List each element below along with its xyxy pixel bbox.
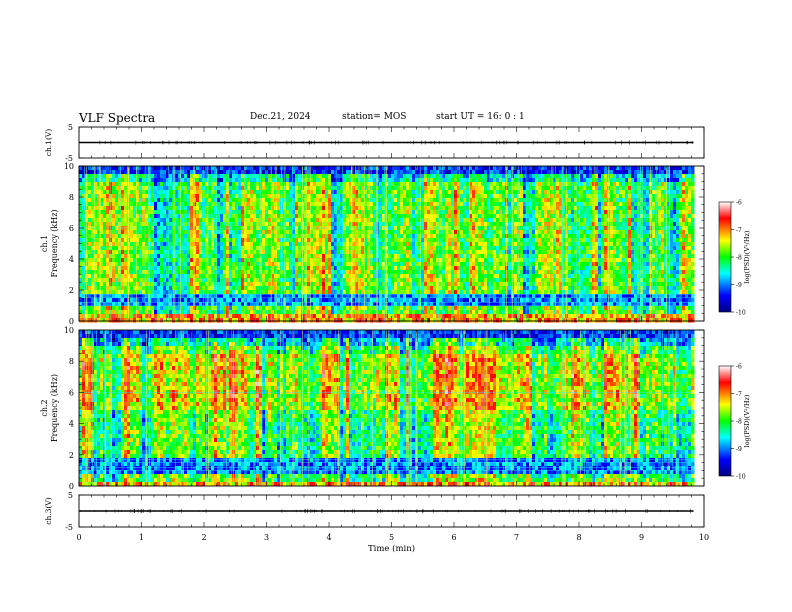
y-tick-label: 0 (69, 482, 74, 491)
x-tick-label: 5 (389, 533, 394, 542)
colorbar-gradient (718, 365, 732, 477)
waveform-ch1-waveform (79, 140, 694, 145)
colorbar-tick-label: -8 (736, 255, 742, 262)
axes-ch3-waveform: 5 -5 ch.3(V) 0 1 2 3 4 5 6 7 8 9 10 Time (min) (44, 491, 709, 554)
x-tick-label: 8 (576, 533, 581, 542)
colorbar-tick-label: -10 (736, 310, 746, 317)
x-tick-label: 10 (699, 533, 709, 542)
y-tick-label: 4 (69, 420, 74, 429)
spectrogram-ch2-spectrogram (79, 330, 695, 487)
axes-ch1-waveform: 5 -5 ch.1(V) (44, 123, 705, 163)
y-tick-label: 2 (69, 451, 74, 460)
y-axis-label: ch.3(V) (44, 497, 53, 525)
colorbar-ch1-spectrogram: -6 -7 -8 -9 -10 log(PSD)(V²/Hz) (718, 200, 751, 317)
colorbar-tick-label: -9 (736, 282, 742, 289)
station-label: station= MOS (342, 112, 407, 122)
y-tick-label: 5 (68, 491, 73, 500)
date-label: Dec.21, 2024 (250, 112, 311, 122)
y-tick-label: 8 (69, 193, 74, 202)
y-tick-label: 2 (69, 286, 74, 295)
y-tick-label: 6 (69, 224, 74, 233)
y-tick-label: 0 (69, 317, 74, 326)
axes-ch2-spectrogram: 0 2 4 6 8 10 ch.2 Frequency (kHz) (40, 326, 705, 491)
start-time-label: start UT = 16: 0 : 1 (436, 112, 525, 122)
colorbar-label: log(PSD)(V²/Hz) (743, 230, 751, 283)
colorbar-tick-label: -9 (736, 446, 742, 453)
colorbar-tick-label: -10 (736, 474, 746, 481)
colorbar-tick-label: -6 (736, 364, 742, 371)
y-axis-channel-label: ch.1 (40, 235, 49, 252)
y-tick-label: 6 (69, 388, 74, 397)
y-axis-label: Frequency (kHz) (50, 209, 59, 277)
colorbar-tick-label: -6 (736, 200, 742, 207)
colorbar-tick-label: -7 (736, 391, 742, 398)
colorbar-tick-label: -7 (736, 227, 742, 234)
waveform-ch3-waveform (79, 508, 694, 514)
y-tick-label: 10 (64, 326, 74, 335)
x-tick-label: 4 (326, 533, 331, 542)
x-tick-label: 9 (639, 533, 644, 542)
y-tick-label: 4 (69, 255, 74, 264)
y-axis-channel-label: ch.2 (40, 399, 49, 416)
y-tick-label: 5 (68, 123, 73, 132)
y-tick-label: -5 (65, 523, 73, 532)
chart-title: VLF Spectra (79, 111, 156, 125)
colorbar-gradient (718, 201, 732, 313)
colorbar-label: log(PSD)(V²/Hz) (743, 394, 751, 447)
spectrogram-ch1-spectrogram (79, 166, 695, 323)
y-axis-label: ch.1(V) (44, 129, 53, 157)
y-tick-label: 8 (69, 357, 74, 366)
x-tick-label: 7 (514, 533, 519, 542)
x-tick-label: 0 (76, 533, 81, 542)
x-tick-label: 2 (201, 533, 206, 542)
colorbar-ch2-spectrogram: -6 -7 -8 -9 -10 log(PSD)(V²/Hz) (718, 364, 751, 481)
y-axis-label: Frequency (kHz) (50, 374, 59, 442)
x-axis-label: Time (min) (368, 543, 415, 554)
axes-ch1-spectrogram: 0 2 4 6 8 10 ch.1 Frequency (kHz) (40, 162, 705, 326)
x-tick-label: 6 (451, 533, 456, 542)
x-tick-label: 1 (139, 533, 144, 542)
x-tick-label: 3 (264, 533, 269, 542)
y-tick-label: 10 (64, 162, 74, 171)
y-tick-label: -5 (65, 154, 73, 163)
colorbar-tick-label: -8 (736, 419, 742, 426)
